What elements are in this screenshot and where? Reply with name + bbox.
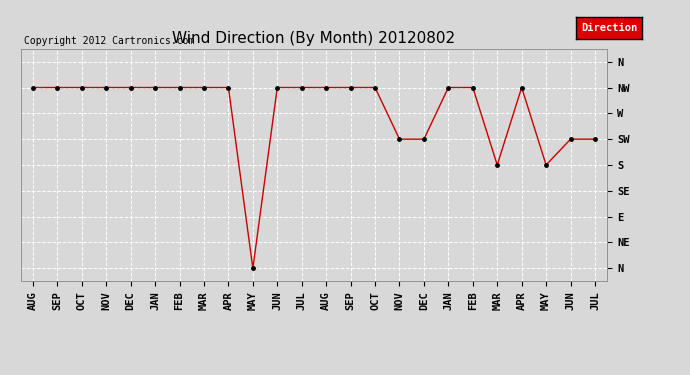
Text: Direction: Direction: [581, 23, 637, 33]
Text: Copyright 2012 Cartronics.com: Copyright 2012 Cartronics.com: [23, 36, 194, 46]
Title: Wind Direction (By Month) 20120802: Wind Direction (By Month) 20120802: [172, 31, 455, 46]
